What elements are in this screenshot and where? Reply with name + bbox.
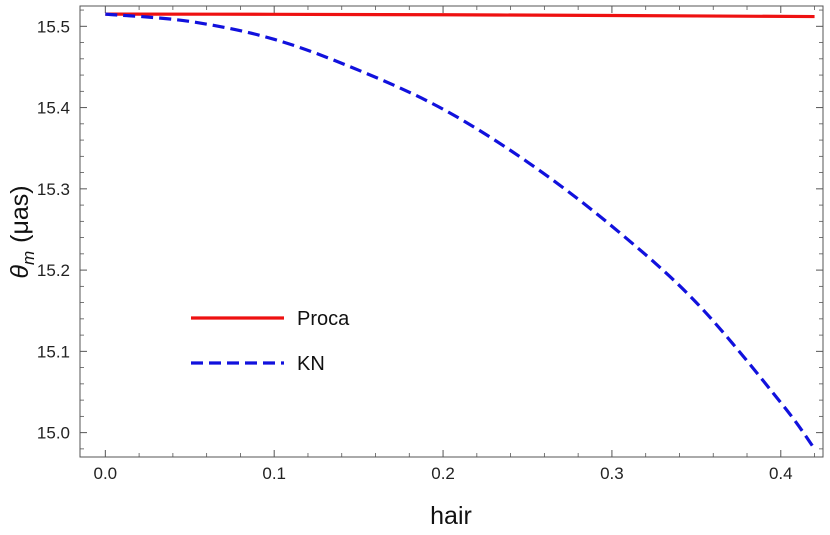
series-lines xyxy=(105,12,816,450)
y-tick-label: 15.5 xyxy=(37,17,70,36)
series-line-kn xyxy=(105,12,816,450)
legend-label-proca: Proca xyxy=(297,308,350,330)
x-tick-label: 0.1 xyxy=(262,464,286,483)
x-tick-label: 0.4 xyxy=(769,464,793,483)
legend: Proca KN xyxy=(191,308,350,375)
y-axis-unit: (μas) xyxy=(6,185,34,242)
x-tick-label: 0.2 xyxy=(431,464,455,483)
plot-border xyxy=(79,5,824,458)
y-axis-title: θm (μas) xyxy=(6,185,38,278)
x-axis-title: hair xyxy=(430,502,472,530)
y-axis-subscript: m xyxy=(19,251,38,265)
y-tick-label: 15.3 xyxy=(37,180,70,199)
y-tick-label: 15.1 xyxy=(37,342,70,361)
y-axis-symbol: θ xyxy=(6,265,34,279)
x-tick-label: 0.3 xyxy=(600,464,624,483)
series-line-proca xyxy=(105,12,815,19)
y-tick-label: 15.2 xyxy=(37,261,70,280)
plot-frame xyxy=(79,5,824,458)
y-tick-label: 15.0 xyxy=(37,424,70,443)
y-tick-label: 15.4 xyxy=(37,99,70,118)
x-tick-label: 0.0 xyxy=(94,464,118,483)
axis-ticks: 0.0 0.1 0.2 0.3 0.4 15.0 15.1 15.2 15.3 15.4 15.5 xyxy=(37,6,823,483)
legend-label-kn: KN xyxy=(297,353,325,375)
